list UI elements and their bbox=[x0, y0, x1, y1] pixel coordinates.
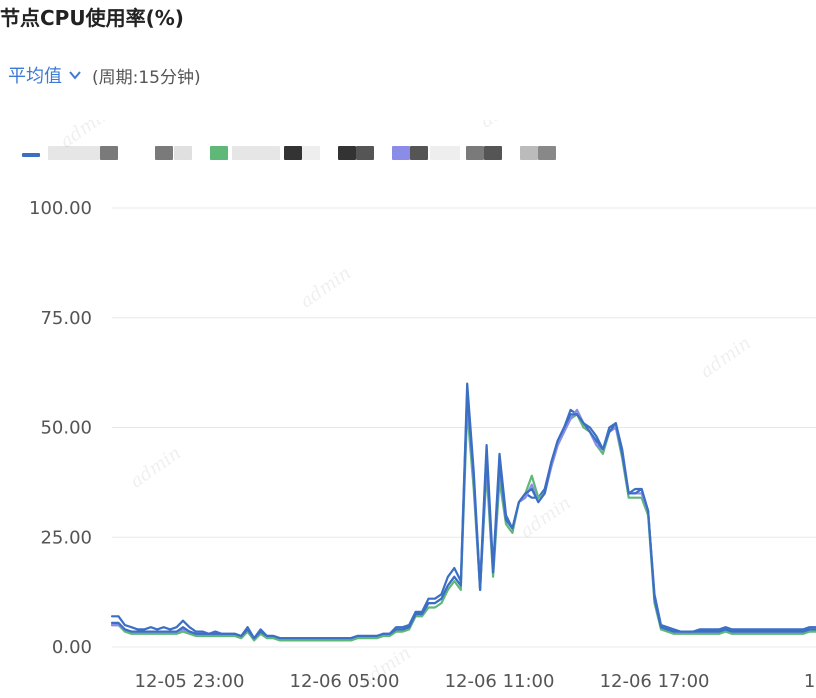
x-tick-label: 12-06 11:00 bbox=[445, 671, 555, 692]
legend-item[interactable] bbox=[232, 146, 280, 160]
watermark-text: admin bbox=[127, 443, 185, 493]
legend-item[interactable] bbox=[338, 146, 356, 160]
legend-item[interactable] bbox=[155, 146, 173, 160]
watermark-text: admin bbox=[697, 333, 755, 383]
aggregation-row: 平均值 (周期:15分钟) bbox=[8, 62, 201, 88]
legend-item[interactable] bbox=[48, 146, 100, 160]
watermark-text: admin bbox=[297, 263, 355, 313]
watermark-text: admin bbox=[517, 493, 575, 543]
legend-item[interactable] bbox=[284, 146, 302, 160]
x-tick-label: 1 bbox=[804, 671, 815, 692]
legend-item[interactable] bbox=[430, 146, 460, 160]
watermark-layer: adminadminadminadminadminadminadmin bbox=[57, 120, 755, 692]
y-tick-label: 100.00 bbox=[29, 198, 92, 219]
chevron-down-icon bbox=[69, 71, 81, 80]
chart-grid bbox=[112, 207, 816, 648]
watermark-text: admin bbox=[477, 120, 535, 132]
aggregation-dropdown[interactable]: 平均值 bbox=[8, 62, 82, 88]
legend-item[interactable] bbox=[302, 146, 320, 160]
x-tick-label: 12-05 23:00 bbox=[135, 671, 245, 692]
legend-item[interactable] bbox=[174, 146, 192, 160]
series-line-2 bbox=[110, 408, 816, 642]
legend-item[interactable] bbox=[410, 146, 428, 160]
legend-item[interactable] bbox=[466, 146, 484, 160]
legend-item[interactable] bbox=[210, 146, 228, 160]
aggregation-selected: 平均值 bbox=[8, 66, 62, 87]
x-axis: 12-05 23:00 12-06 05:00 12-06 11:00 12-06 1… bbox=[135, 671, 816, 692]
chart-series bbox=[110, 382, 816, 642]
legend-item[interactable] bbox=[520, 146, 538, 160]
y-tick-label: 25.00 bbox=[40, 527, 92, 548]
legend-item[interactable] bbox=[538, 146, 556, 160]
y-tick-label: 50.00 bbox=[40, 418, 92, 439]
y-axis: 0.00 25.00 50.00 75.00 100.00 bbox=[29, 198, 92, 658]
y-tick-label: 75.00 bbox=[40, 308, 92, 329]
chart-legend[interactable] bbox=[22, 146, 556, 160]
legend-item[interactable] bbox=[22, 153, 40, 157]
x-tick-label: 12-06 17:00 bbox=[600, 671, 710, 692]
page-title: 节点CPU使用率(%) bbox=[0, 6, 184, 30]
x-tick-label: 12-06 05:00 bbox=[290, 671, 400, 692]
y-tick-label: 0.00 bbox=[52, 637, 92, 658]
period-label: (周期:15分钟) bbox=[92, 67, 201, 88]
legend-item[interactable] bbox=[356, 146, 374, 160]
legend-item[interactable] bbox=[392, 146, 410, 160]
legend-item[interactable] bbox=[100, 146, 118, 160]
legend-item[interactable] bbox=[484, 146, 502, 160]
series-line-4 bbox=[110, 391, 816, 640]
